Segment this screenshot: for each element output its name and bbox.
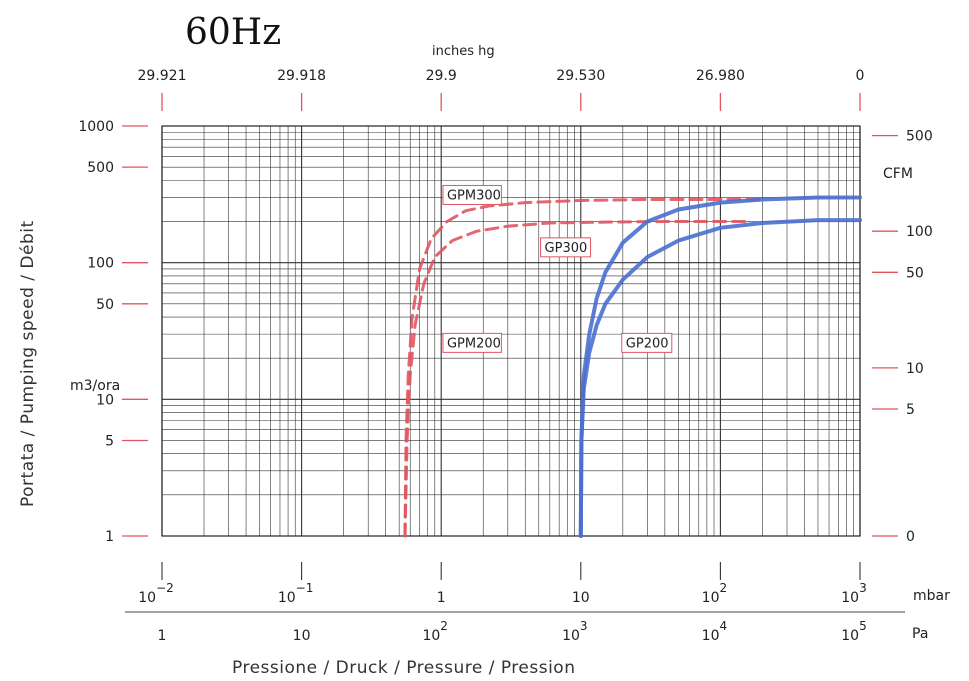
chart-axes: 29.921 29.918 29.9 29.530 26.980 015105010050… xyxy=(78,68,932,644)
pa-axis-unit: Pa xyxy=(912,626,928,642)
left-axis-tick-label: 10 xyxy=(96,392,114,408)
top-axis-tick-label: 26.980 xyxy=(696,68,745,84)
left-axis-tick-label: 50 xyxy=(96,297,114,313)
top-axis-tick-label: 29.918 xyxy=(277,68,326,84)
left-axis-tick-label: 1000 xyxy=(78,119,114,135)
top-axis-tick-label: 0 xyxy=(856,68,865,84)
curve-label-box xyxy=(442,184,502,205)
right-axis-tick-label: 100 xyxy=(906,224,933,240)
left-axis-tick-label: 5 xyxy=(105,433,114,449)
right-axis-tick-label: 5 xyxy=(906,402,915,418)
left-axis-tick-label: 1 xyxy=(105,529,114,545)
y-axis-title: Portata / Pumping speed / Débit xyxy=(18,220,38,507)
curve-label-box xyxy=(442,332,502,353)
bottom-axis-tick-label: 102 xyxy=(702,581,727,606)
pa-axis-tick-label: 10 xyxy=(293,628,311,644)
right-axis-tick-label: 10 xyxy=(906,361,924,377)
chart-series xyxy=(403,195,862,538)
pa-axis-tick-label: 105 xyxy=(841,619,866,644)
left-axis-tick-label: 100 xyxy=(87,256,114,272)
series-line-gp200 xyxy=(578,218,862,538)
curve-label-gp300: GP300 xyxy=(545,241,588,256)
plot-frame xyxy=(161,125,861,537)
pa-axis-tick-label: 1 xyxy=(158,628,167,644)
bottom-axis-tick-label: 10 xyxy=(572,590,590,606)
bottom-axis-unit: mbar xyxy=(913,588,950,604)
pa-axis-tick-label: 103 xyxy=(562,619,587,644)
top-axis-tick-label: 29.530 xyxy=(556,68,605,84)
right-axis-tick-label: 50 xyxy=(906,265,924,281)
left-axis-unit: m3/ora xyxy=(70,378,120,394)
pa-axis-tick-label: 104 xyxy=(702,619,727,644)
bottom-axis-tick-label: 10−1 xyxy=(278,581,314,606)
right-axis-tick-label: 500 xyxy=(906,129,933,145)
series-line-gpm300 xyxy=(403,198,764,538)
bottom-axis-tick-label: 1 xyxy=(437,590,446,606)
curve-label-gpm200: GPM200 xyxy=(447,336,501,351)
left-axis-tick-label: 500 xyxy=(87,160,114,176)
curve-label-box xyxy=(540,237,592,258)
curve-label-gpm300: GPM300 xyxy=(447,188,501,203)
chart-grid xyxy=(161,125,861,537)
chart-annotations: GPM300 GPM200 GP300 GP200 xyxy=(442,184,673,353)
right-axis-unit: CFM xyxy=(883,166,913,182)
curve-label-gp200: GP200 xyxy=(626,336,669,351)
bottom-axis-tick-label: 10−2 xyxy=(138,581,174,606)
frequency-label: 60Hz xyxy=(185,12,281,53)
top-axis-tick-label: 29.921 xyxy=(138,68,187,84)
top-axis-tick-label: 29.9 xyxy=(426,68,457,84)
x-axis-title: Pressione / Druck / Pressure / Pression xyxy=(232,658,575,678)
bottom-axis-tick-label: 103 xyxy=(841,581,866,606)
curve-label-box xyxy=(621,332,673,353)
pa-axis-tick-label: 102 xyxy=(422,619,447,644)
right-axis-tick-label: 0 xyxy=(906,529,915,545)
top-axis-unit: inches hg xyxy=(432,44,495,59)
